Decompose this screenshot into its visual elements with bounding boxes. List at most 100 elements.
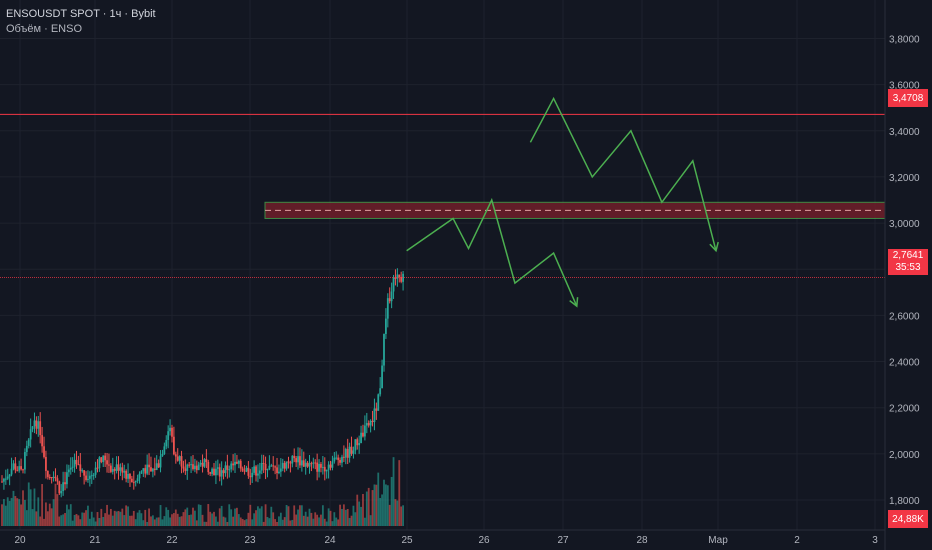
candle-body <box>142 468 145 472</box>
volume-bar <box>245 519 248 526</box>
candle-body <box>45 456 47 471</box>
volume-bar <box>308 508 311 526</box>
volume-bar <box>132 510 135 526</box>
candle-body <box>220 470 223 477</box>
candle-body <box>165 439 168 447</box>
volume-bar <box>232 516 235 526</box>
volume-bar <box>383 479 385 526</box>
volume-bar <box>83 512 86 526</box>
price-tick-label: 3,4000 <box>889 127 920 138</box>
candle-body <box>237 460 240 464</box>
volume-bar <box>251 519 254 526</box>
candle-body <box>299 456 301 466</box>
candle-body <box>308 463 311 467</box>
volume-bar <box>276 521 278 526</box>
candle-body <box>295 458 298 463</box>
candle-body <box>138 473 141 479</box>
volume-bar <box>87 505 89 526</box>
candle-body <box>354 439 357 451</box>
candle-body <box>69 467 72 470</box>
volume-bar <box>100 508 103 526</box>
time-tick-label: 20 <box>14 535 26 546</box>
volume-bar <box>270 506 273 526</box>
volume-bar <box>157 517 160 526</box>
candle-body <box>218 467 221 477</box>
candle-body <box>255 466 257 476</box>
volume-bar <box>20 504 22 526</box>
volume-bar <box>312 518 315 526</box>
candle-body <box>159 456 162 468</box>
projection-path <box>529 96 717 251</box>
candle-body <box>66 472 68 485</box>
volume-bar <box>64 513 66 526</box>
candle-body <box>352 450 355 454</box>
volume-bar <box>390 476 393 526</box>
chart-legend: ENSOUSDT SPOT · 1ч · Bybit Объём · ENSO <box>6 7 156 37</box>
candle-body <box>247 467 250 476</box>
chart-grid <box>0 0 885 530</box>
volume-bar <box>167 509 170 526</box>
volume-bar <box>186 507 189 526</box>
candle-body <box>14 463 17 471</box>
volume-bar <box>71 520 74 526</box>
volume-bar <box>54 483 57 526</box>
candle-body <box>329 464 332 468</box>
volume-bar <box>14 496 17 526</box>
candle-body <box>104 455 107 461</box>
candle-body <box>136 478 139 482</box>
time-tick-label: 23 <box>244 535 256 546</box>
candle-body <box>186 464 189 471</box>
volume-bar <box>236 507 238 526</box>
volume-bar <box>262 521 265 526</box>
volume-bar <box>213 511 215 526</box>
volume-bar <box>6 497 9 526</box>
candle-body <box>172 436 175 455</box>
volume-bar <box>48 503 51 526</box>
volume-indicator-title[interactable]: Объём · ENSO <box>6 23 82 35</box>
volume-bar <box>373 484 376 526</box>
candle-body <box>297 456 299 463</box>
volume-bar <box>102 516 105 526</box>
volume-bar <box>178 516 181 526</box>
volume-bar <box>371 490 374 526</box>
candle-body <box>302 460 305 467</box>
candle-body <box>10 468 13 475</box>
time-tick-label: 24 <box>324 535 336 546</box>
volume-bar <box>220 505 223 526</box>
volume-bar <box>150 516 152 526</box>
volume-bar <box>129 515 131 526</box>
volume-bar <box>375 484 378 526</box>
volume-bar <box>94 521 97 526</box>
volume-bar <box>113 510 116 526</box>
candle-body <box>327 464 330 470</box>
candle-body <box>129 473 131 479</box>
symbol-title[interactable]: ENSOUSDT SPOT · 1ч · Bybit <box>6 8 156 20</box>
candle-body <box>226 465 229 470</box>
volume-bar <box>98 517 101 526</box>
volume-bar <box>400 506 403 526</box>
volume-bar <box>8 500 11 526</box>
volume-bar <box>31 509 34 526</box>
candle-body <box>88 475 91 479</box>
volume-bar <box>130 515 133 526</box>
volume-bar <box>209 511 212 526</box>
volume-bar <box>69 504 72 526</box>
candle-body <box>176 456 179 461</box>
current-price-value: 2,7641 <box>892 250 924 261</box>
candle-body <box>48 476 51 478</box>
candle-body <box>228 469 231 471</box>
candle-body <box>207 461 210 473</box>
candle-body <box>144 468 147 474</box>
candle-body <box>100 457 103 463</box>
candle-body <box>41 435 44 447</box>
candle-body <box>285 461 288 469</box>
volume-bar <box>29 489 32 526</box>
candle-body <box>157 463 160 468</box>
candle-body <box>29 429 32 440</box>
volume-bar <box>35 511 38 526</box>
candle-body <box>377 394 380 411</box>
candle-body <box>289 462 292 464</box>
volume-bar <box>16 498 19 526</box>
volume-bar <box>66 504 68 526</box>
